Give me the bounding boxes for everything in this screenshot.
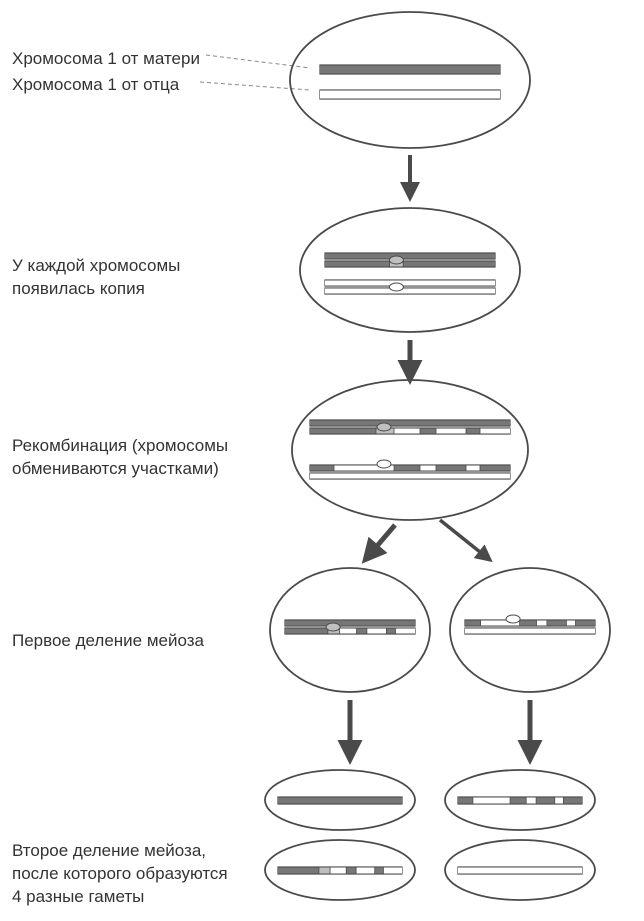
chromosome [325,280,495,286]
lbl-father: Хромосома 1 от отца [12,74,179,97]
flow-arrow [365,525,395,560]
lbl-mother: Хромосома 1 от матери [12,48,200,71]
chromosome [465,615,595,626]
lbl-recomb: Рекомбинация (хромосомыобмениваются учас… [12,435,228,481]
flow-arrow [440,520,490,560]
cell-2 [300,208,520,332]
chromosome [310,460,510,471]
lbl-div2: Второе деление мейоза,после которого обр… [12,840,228,909]
chromosome [310,420,510,426]
cell-3 [292,380,528,520]
chromosome [320,90,500,99]
chromosome [465,628,595,634]
chromosome [458,867,582,874]
chromosome [458,797,582,804]
lbl-copy: У каждой хромосомыпоявилась копия [12,255,180,301]
chromosome [310,473,510,479]
lbl-div1: Первое деление мейоза [12,630,204,653]
chromosome [320,65,500,74]
chromosome [285,620,415,626]
leader-line [200,82,310,90]
chromosome [325,253,495,259]
cell-1 [290,12,530,148]
chromosome [278,797,402,804]
chromosome [278,867,402,874]
